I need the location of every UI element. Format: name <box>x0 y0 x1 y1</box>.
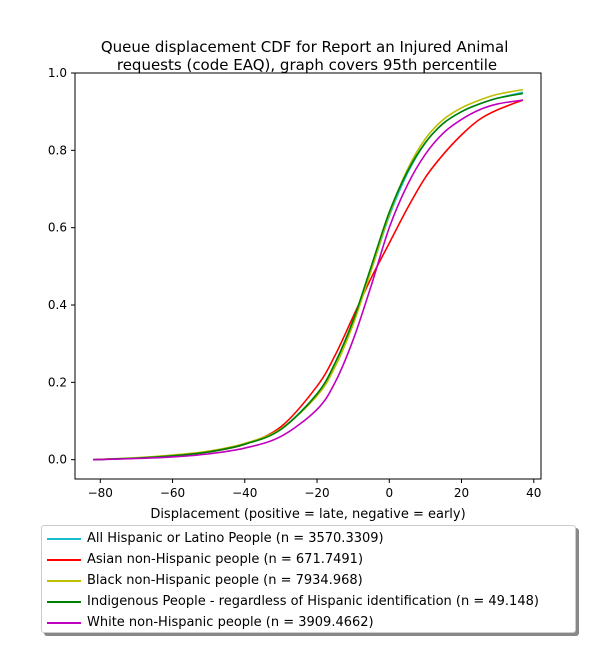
chart-title: Queue displacement CDF for Report an Inj… <box>101 38 513 74</box>
chart-title-line-1: Queue displacement CDF for Report an Inj… <box>101 38 509 56</box>
legend-label: Indigenous People - regardless of Hispan… <box>87 594 539 609</box>
x-tick-label: −60 <box>160 486 185 500</box>
chart-title-line-2: requests (code EAQ), graph covers 95th p… <box>117 56 497 74</box>
series-line-4 <box>93 92 524 461</box>
legend-label: White non-Hispanic people (n = 3909.4662… <box>87 615 374 630</box>
legend-item: Asian non-Hispanic people (n = 671.7491) <box>42 550 575 570</box>
legend-item: White non-Hispanic people (n = 3909.4662… <box>42 613 575 633</box>
axis-ticks: −80 −60 −40 −20 0 20 40 0.0 0.2 0.4 0.6 0.8 1.0 <box>48 66 542 500</box>
x-tick-label: 40 <box>526 486 541 500</box>
plot-area <box>93 88 524 461</box>
axes-frame <box>74 72 542 480</box>
x-tick-label: −80 <box>88 486 113 500</box>
legend: All Hispanic or Latino People (n = 3570.… <box>41 525 576 633</box>
legend-item: Black non-Hispanic people (n = 7934.968) <box>42 571 575 591</box>
x-tick-label: −40 <box>232 486 257 500</box>
legend-swatch <box>47 538 81 540</box>
legend-item: All Hispanic or Latino People (n = 3570.… <box>42 529 575 549</box>
legend-label: Asian non-Hispanic people (n = 671.7491) <box>87 552 364 567</box>
legend-swatch <box>47 622 81 624</box>
legend-label: All Hispanic or Latino People (n = 3570.… <box>87 531 384 546</box>
y-tick-label: 0.4 <box>48 298 67 312</box>
legend-swatch <box>47 559 81 561</box>
legend-swatch <box>47 580 81 582</box>
y-tick-label: 0.0 <box>48 453 67 467</box>
legend-item: Indigenous People - regardless of Hispan… <box>42 592 575 612</box>
x-axis-label: Displacement (positive = late, negative … <box>150 507 465 522</box>
x-tick-label: −20 <box>304 486 329 500</box>
y-tick-label: 0.2 <box>48 375 67 389</box>
y-tick-label: 0.6 <box>48 221 67 235</box>
x-tick-label: 0 <box>385 486 393 500</box>
legend-label: Black non-Hispanic people (n = 7934.968) <box>87 573 363 588</box>
legend-swatch <box>47 601 81 603</box>
series-line-5 <box>93 99 524 461</box>
x-tick-label: 20 <box>454 486 469 500</box>
y-tick-label: 1.0 <box>48 66 67 80</box>
y-tick-label: 0.8 <box>48 143 67 157</box>
